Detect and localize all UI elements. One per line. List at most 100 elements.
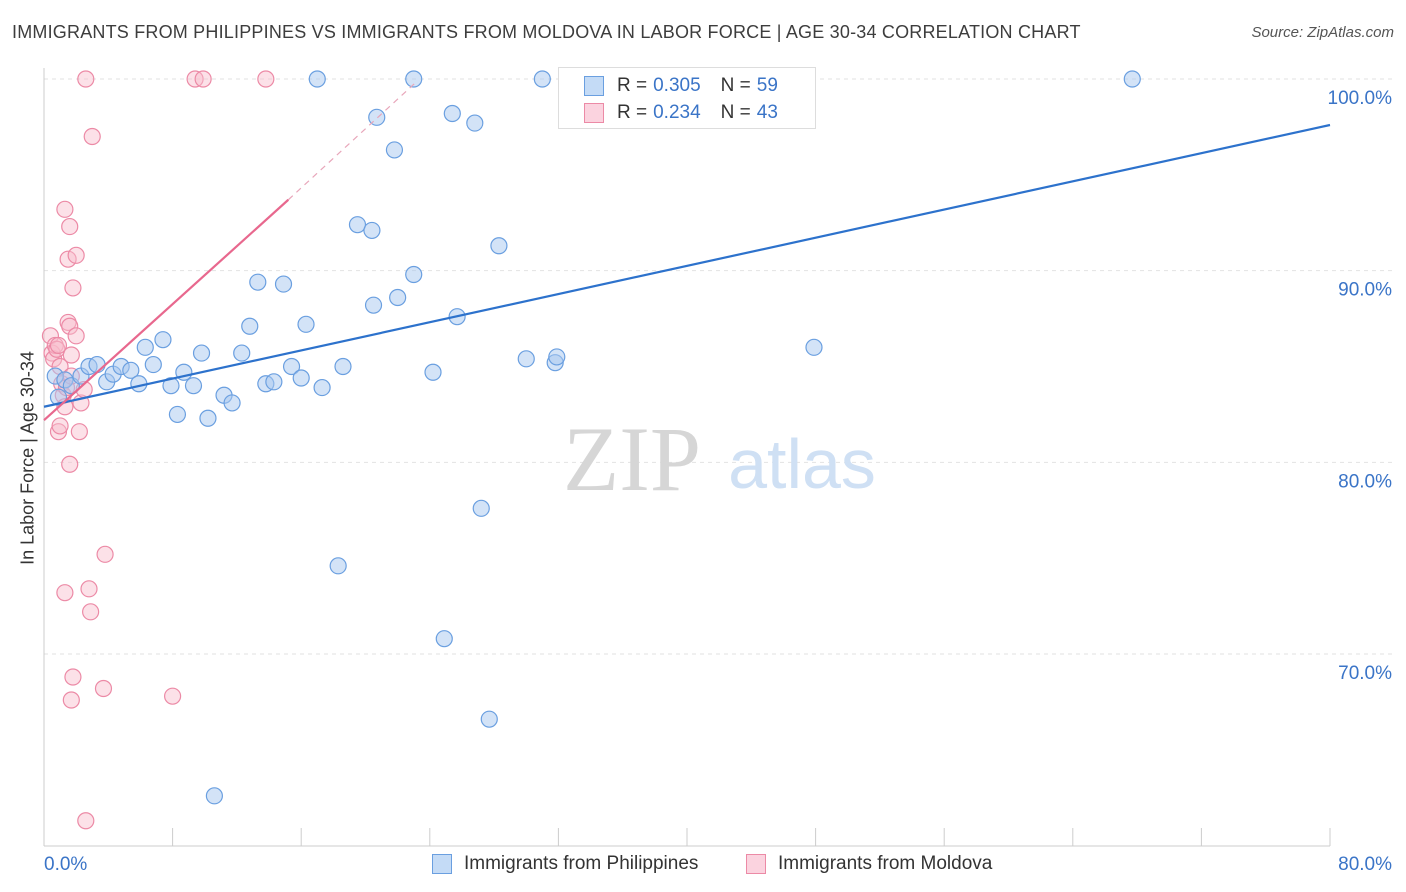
moldova-point [83, 127, 101, 146]
moldova-point [59, 250, 77, 268]
philippines-point [205, 787, 223, 805]
watermark-zip: ZIP [563, 408, 701, 510]
stats-legend: R = 0.305 N = 59 R = 0.234 N = 43 [558, 67, 816, 129]
philippines-point [162, 377, 180, 395]
philippines-point [313, 378, 331, 397]
chart-title: IMMIGRANTS FROM PHILIPPINES VS IMMIGRANT… [12, 22, 1081, 42]
moldova-point [56, 200, 74, 218]
moldova-point [194, 70, 212, 88]
philippines-point [424, 363, 442, 381]
philippines-point [184, 377, 203, 395]
moldova-swatch [746, 854, 766, 874]
moldova-point [67, 327, 85, 345]
r-label: R = [617, 75, 648, 96]
legend-row-philippines: R = 0.305 N = 59 [584, 73, 778, 99]
moldova-point [61, 317, 79, 335]
trend-lines [43, 82, 1331, 421]
philippines-point [435, 630, 453, 648]
n-label: N = [720, 102, 751, 123]
philippines-point [1123, 70, 1141, 88]
philippines-point [348, 216, 367, 234]
philippines-point [472, 499, 490, 517]
philippines-point [385, 141, 404, 159]
axes [43, 68, 1331, 847]
moldova-point [49, 336, 68, 355]
philippines-point [308, 70, 326, 88]
moldova-swatch [584, 103, 604, 123]
philippines-point [274, 275, 293, 293]
moldova-point [82, 603, 100, 621]
moldova-point [62, 346, 80, 364]
philippines-point [265, 373, 283, 391]
watermark-atlas: atlas [728, 425, 876, 503]
philippines-point [517, 350, 535, 368]
moldova-point [56, 584, 74, 602]
philippines-label: Immigrants from Philippines [464, 853, 699, 874]
x-tick-label: 0.0% [44, 854, 87, 875]
moldova-point [67, 246, 85, 264]
philippines-point [389, 288, 407, 307]
philippines-point [805, 338, 823, 356]
philippines-point [136, 338, 154, 356]
moldova-point [80, 580, 98, 598]
moldova-series [41, 70, 275, 830]
philippines-point [490, 237, 508, 255]
philippines-point [192, 344, 211, 362]
moldova-point [96, 545, 114, 563]
r-value: 0.234 [653, 102, 701, 123]
watermark: ZIP atlas [563, 408, 876, 510]
philippines-point [533, 70, 551, 88]
bottom-legend-moldova: Immigrants from Moldova [746, 851, 992, 877]
philippines-point [154, 331, 172, 349]
moldova-point [61, 455, 79, 473]
legend-row-moldova: R = 0.234 N = 43 [584, 100, 778, 126]
moldova-point [70, 423, 88, 441]
philippines-point [122, 361, 140, 379]
philippines-trend-line [43, 123, 1331, 408]
tick-labels: 70.0% 80.0% 90.0% 100.0% 0.0% 80.0% [44, 88, 1392, 875]
moldova-label: Immigrants from Moldova [778, 853, 993, 874]
philippines-point [466, 114, 484, 132]
philippines-point [241, 317, 259, 335]
philippines-point [548, 348, 566, 366]
moldova-point [64, 279, 82, 297]
philippines-point [249, 273, 267, 291]
r-label: R = [617, 102, 648, 123]
philippines-point [405, 70, 423, 88]
x-tick-label: 80.0% [1338, 854, 1392, 875]
moldova-trend-line [43, 198, 290, 421]
n-value: 43 [756, 102, 778, 123]
source-credit: Source: ZipAtlas.com [1251, 24, 1394, 41]
philippines-point [144, 355, 162, 374]
philippines-swatch [432, 854, 452, 874]
gridlines [44, 78, 1392, 655]
y-tick-label: 70.0% [1338, 663, 1392, 684]
philippines-point [223, 394, 241, 412]
y-tick-label: 100.0% [1328, 88, 1393, 109]
philippines-point [329, 557, 347, 575]
moldova-trend-extension [287, 82, 416, 201]
philippines-point [233, 344, 251, 362]
philippines-point [168, 405, 187, 424]
moldova-point [94, 679, 113, 698]
philippines-point [363, 221, 381, 240]
philippines-point [282, 357, 301, 376]
n-value: 59 [756, 75, 778, 96]
philippines-series [46, 70, 1141, 805]
y-axis-label: In Labor Force | Age 30-34 [17, 351, 38, 565]
moldova-point [164, 687, 182, 705]
y-tick-label: 80.0% [1338, 471, 1392, 492]
moldova-point [257, 70, 275, 88]
philippines-point [88, 355, 106, 374]
philippines-point [334, 357, 352, 376]
moldova-point [77, 70, 95, 88]
n-label: N = [720, 75, 751, 96]
philippines-point [297, 315, 315, 333]
y-tick-label: 90.0% [1338, 280, 1392, 301]
moldova-point [64, 668, 82, 686]
moldova-point [62, 691, 80, 709]
philippines-point [405, 265, 423, 284]
philippines-point [199, 409, 217, 427]
philippines-point [292, 369, 310, 387]
